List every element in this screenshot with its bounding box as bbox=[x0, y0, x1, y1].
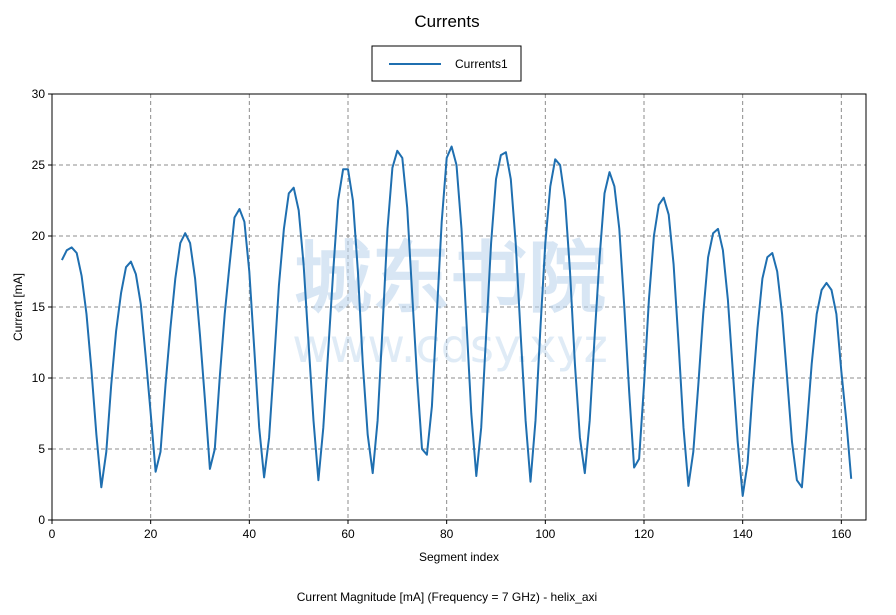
y-axis-label: Current [mA] bbox=[11, 273, 25, 341]
x-tick-label: 100 bbox=[535, 527, 555, 541]
grid bbox=[52, 94, 866, 520]
x-tick-label: 80 bbox=[440, 527, 454, 541]
series-line-currents1 bbox=[61, 145, 853, 497]
series-group bbox=[61, 145, 853, 497]
chart-caption: Current Magnitude [mA] (Frequency = 7 GH… bbox=[297, 590, 597, 604]
x-tick-label: 160 bbox=[831, 527, 851, 541]
y-tick-label: 30 bbox=[32, 87, 46, 101]
watermark-sub: www.cdsy.xyz bbox=[292, 319, 608, 373]
y-axis: 0 5 10 15 20 25 30 bbox=[32, 87, 52, 527]
x-tick-label: 20 bbox=[144, 527, 158, 541]
y-tick-label: 20 bbox=[32, 229, 46, 243]
y-tick-label: 15 bbox=[32, 300, 46, 314]
y-tick-label: 10 bbox=[32, 371, 46, 385]
x-tick-label: 120 bbox=[634, 527, 654, 541]
watermark: 城东书院 www.cdsy.xyz bbox=[292, 234, 608, 373]
x-axis: 0 20 40 60 80 100 120 140 160 bbox=[49, 520, 852, 541]
watermark-main: 城东书院 bbox=[294, 234, 606, 324]
x-axis-label: Segment index bbox=[419, 550, 499, 564]
x-tick-label: 0 bbox=[49, 527, 56, 541]
legend: Currents1 bbox=[371, 45, 522, 82]
x-tick-label: 140 bbox=[733, 527, 753, 541]
chart-title: Currents bbox=[414, 12, 479, 31]
y-tick-label: 25 bbox=[32, 158, 46, 172]
x-tick-label: 60 bbox=[341, 527, 355, 541]
y-tick-label: 5 bbox=[38, 442, 45, 456]
legend-label: Currents1 bbox=[455, 57, 508, 71]
x-tick-label: 40 bbox=[243, 527, 257, 541]
y-tick-label: 0 bbox=[38, 513, 45, 527]
